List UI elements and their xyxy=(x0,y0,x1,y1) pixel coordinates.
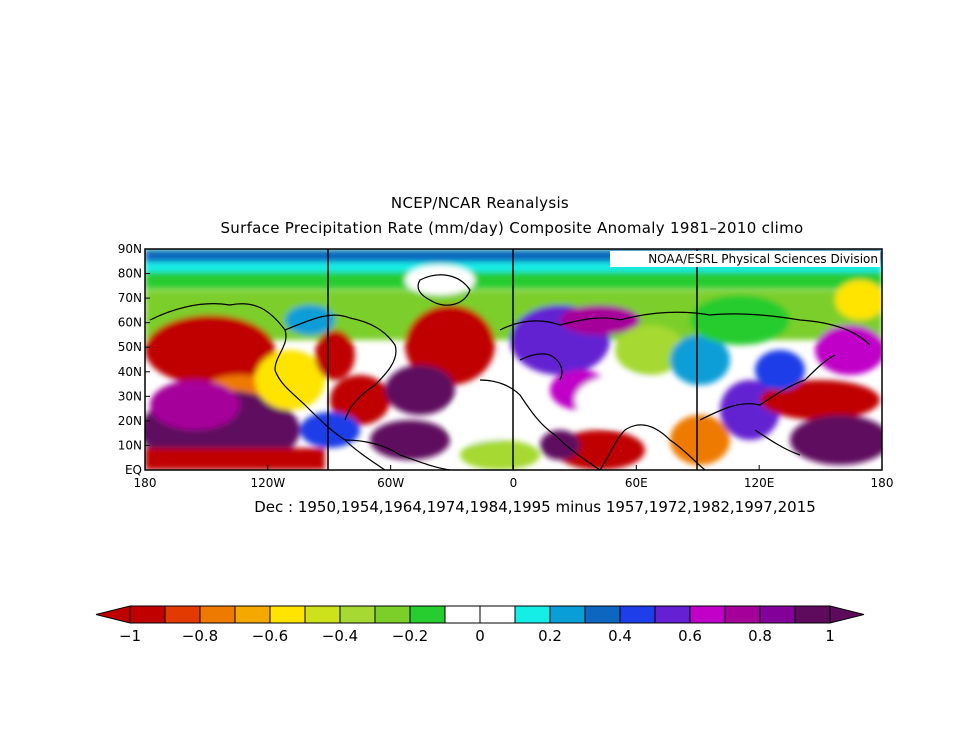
colorbar-swatch xyxy=(619,605,656,624)
colorbar-swatch xyxy=(794,605,831,624)
colorbar-swatch xyxy=(304,605,341,624)
colorbar-under-arrow xyxy=(95,605,131,624)
colorbar-swatch xyxy=(479,605,516,624)
lat-tick-label: 40N xyxy=(118,365,142,379)
colorbar-tick-label: 0.8 xyxy=(748,627,772,645)
colorbar-swatch xyxy=(584,605,621,624)
colorbar-tick-label: 0 xyxy=(475,627,485,645)
credit-label: NOAA/ESRL Physical Sciences Division xyxy=(648,252,878,266)
lat-tick-label: 90N xyxy=(118,242,142,256)
lat-tick-label: 80N xyxy=(118,267,142,281)
colorbar-tick-label: 0.4 xyxy=(608,627,632,645)
colorbar-swatch xyxy=(514,605,551,624)
colorbar-swatch xyxy=(759,605,796,624)
colorbar-tick-label: −0.6 xyxy=(252,627,288,645)
lon-tick-label: 60E xyxy=(625,476,648,490)
latitude-axis: 90N 80N 70N 60N 50N 40N 30N 20N 10N EQ xyxy=(118,242,150,477)
lat-tick-label: 10N xyxy=(118,438,142,452)
lat-tick-label: EQ xyxy=(125,463,142,477)
longitude-axis: 180 120W 60W 0 60E 120E 180 xyxy=(134,465,894,490)
lon-tick-label: 0 xyxy=(510,476,518,490)
lat-tick-label: 50N xyxy=(118,340,142,354)
lon-tick-label: 180 xyxy=(871,476,894,490)
colorbar-tick-label: 0.6 xyxy=(678,627,702,645)
colorbar-swatch xyxy=(689,605,726,624)
colorbar-swatch xyxy=(724,605,761,624)
colorbar-swatch xyxy=(129,605,166,624)
lon-tick-label: 180 xyxy=(134,476,157,490)
lon-tick-label: 120W xyxy=(250,476,285,490)
map-subtitle-variable: Surface Precipitation Rate (mm/day) Comp… xyxy=(220,219,804,237)
lon-tick-label: 60W xyxy=(377,476,404,490)
lat-tick-label: 20N xyxy=(118,414,142,428)
colorbar-swatch xyxy=(234,605,271,624)
colorbar-tick-label: 1 xyxy=(825,627,835,645)
colorbar-swatch xyxy=(199,605,236,624)
colorbar-swatch xyxy=(374,605,411,624)
colorbar-swatch xyxy=(444,605,481,624)
colorbar-swatch xyxy=(164,605,201,624)
lat-tick-label: 30N xyxy=(118,389,142,403)
colorbar-swatch xyxy=(654,605,691,624)
colorbar-tick-label: −0.8 xyxy=(182,627,218,645)
colorbar-tick-label: −0.2 xyxy=(392,627,428,645)
colorbar-tick-label: −1 xyxy=(119,627,141,645)
lat-tick-label: 70N xyxy=(118,291,142,305)
colorbar-swatch xyxy=(269,605,306,624)
lat-tick-label: 60N xyxy=(118,316,142,330)
colorbar-swatch xyxy=(409,605,446,624)
colorbar-swatch xyxy=(549,605,586,624)
map-title: NCEP/NCAR Reanalysis xyxy=(390,194,570,212)
colorbar-tick-label: 0.2 xyxy=(538,627,562,645)
colorbar-over-arrow xyxy=(829,605,865,624)
composite-years-label: Dec : 1950,1954,1964,1974,1984,1995 minu… xyxy=(254,498,816,516)
colorbar-tick-label: −0.4 xyxy=(322,627,358,645)
colorbar-swatch xyxy=(339,605,376,624)
lon-tick-label: 120E xyxy=(744,476,775,490)
